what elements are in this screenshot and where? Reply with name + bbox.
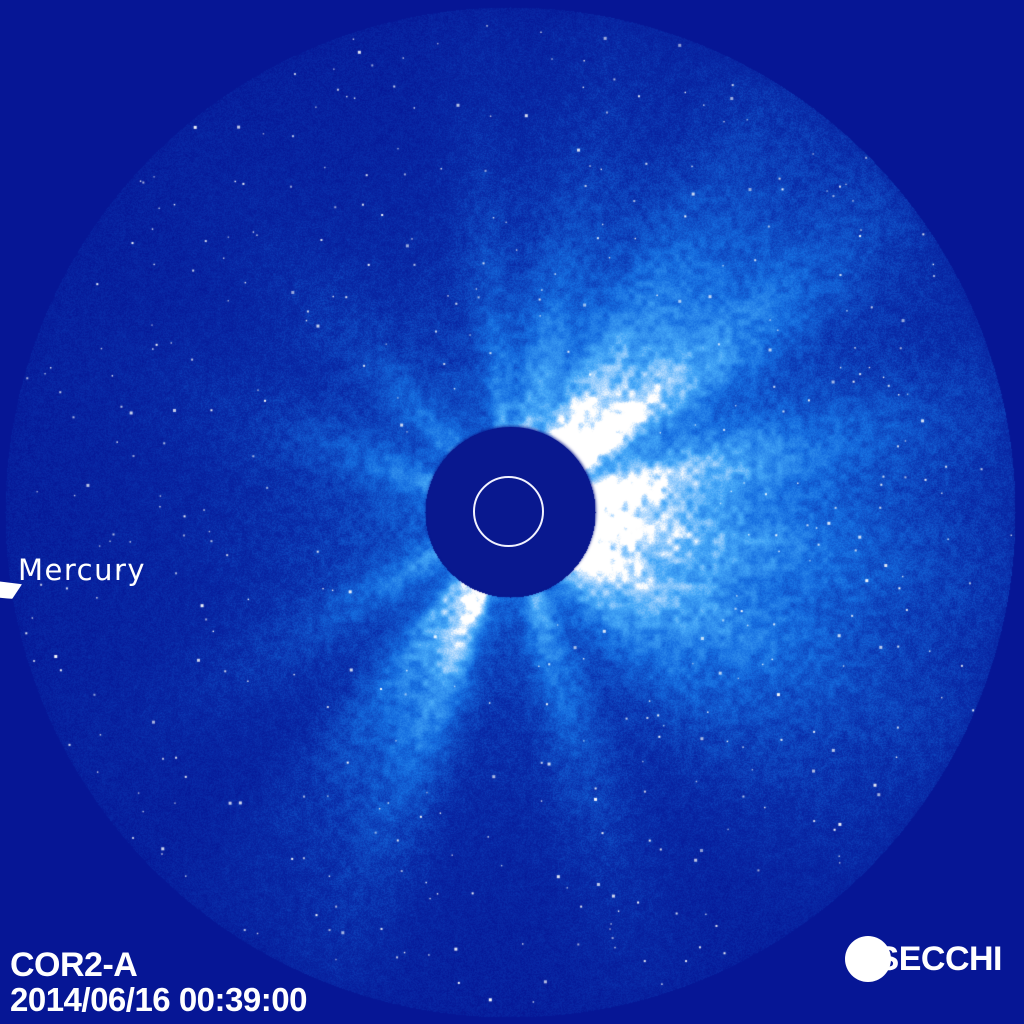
secchi-disc-icon <box>844 936 891 982</box>
caption-block: COR2-A 2014/06/16 00:39:00 <box>10 947 307 1018</box>
instrument-label: COR2-A <box>10 946 138 984</box>
secchi-logo: SECCHI <box>844 932 1003 986</box>
secchi-logo-text: SECCHI <box>876 939 1003 978</box>
timestamp-label: 2014/06/16 00:39:00 <box>10 981 307 1019</box>
mercury-label: Mercury <box>18 553 147 587</box>
sun-limb-circle <box>473 476 544 547</box>
